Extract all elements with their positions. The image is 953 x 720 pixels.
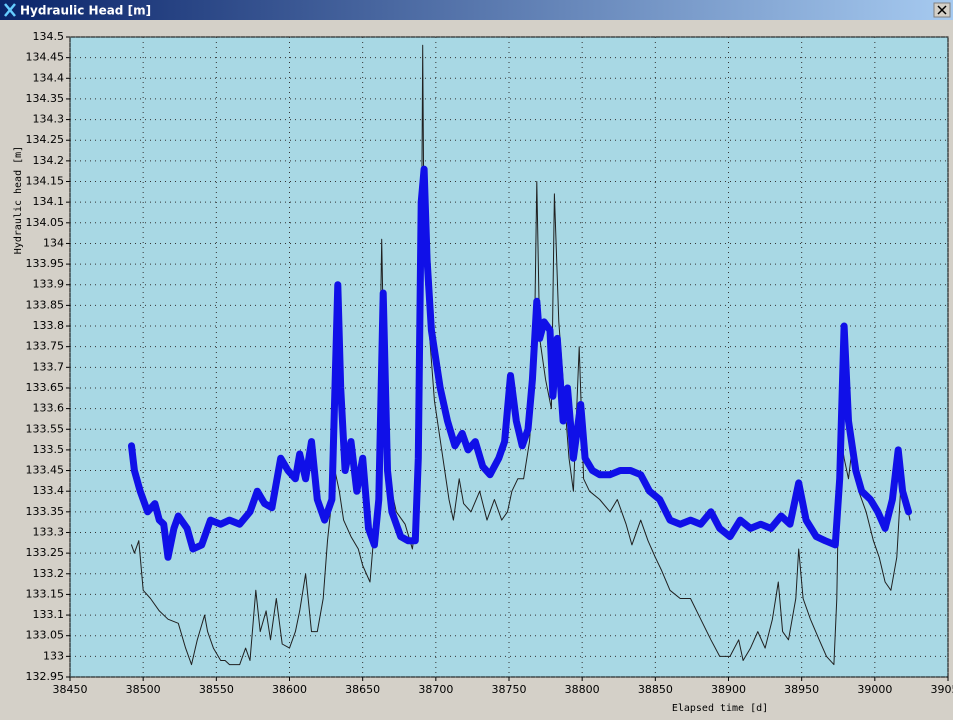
x-tick-label: 38550 (199, 683, 234, 696)
y-tick-label: 133 (43, 649, 64, 662)
y-tick-label: 134.25 (26, 133, 65, 146)
y-tick-label: 133.2 (33, 567, 65, 580)
x-tick-label: 38800 (565, 683, 600, 696)
y-tick-label: 133.8 (33, 319, 65, 332)
y-tick-label: 133.45 (26, 464, 65, 477)
y-tick-label: 133.85 (26, 298, 65, 311)
series-line (128, 165, 912, 561)
x-tick-label: 38650 (345, 683, 380, 696)
y-tick-label: 133.35 (26, 505, 65, 518)
y-tick-label: 134.5 (33, 30, 65, 43)
y-tick-label: 133.4 (33, 484, 65, 497)
x-tick-label: 38600 (272, 683, 307, 696)
x-tick-label: 38500 (126, 683, 161, 696)
y-tick-label: 133.7 (33, 360, 65, 373)
y-tick-label: 134.05 (26, 216, 65, 229)
x-tick-label: 39000 (857, 683, 892, 696)
y-tick-label: 134.35 (26, 92, 65, 105)
y-tick-label: 133.6 (33, 402, 65, 415)
y-tick-label: 133.3 (33, 525, 65, 538)
y-tick-label: 134.4 (33, 71, 65, 84)
x-tick-label: 39050 (931, 683, 953, 696)
x-tick-label: 38950 (784, 683, 819, 696)
y-tick-label: 133.55 (26, 422, 65, 435)
app-icon (4, 3, 16, 17)
y-tick-label: 133.25 (26, 546, 65, 559)
y-tick-label: 134.15 (26, 175, 65, 188)
x-tick-label: 38850 (638, 683, 673, 696)
title-bar (0, 0, 953, 20)
series-line (131, 44, 911, 666)
close-icon (937, 5, 947, 15)
x-tick-label: 38900 (711, 683, 746, 696)
window-title: Hydraulic Head [m] (20, 4, 151, 18)
y-tick-label: 134.3 (33, 113, 65, 126)
y-tick-label: 133.9 (33, 278, 65, 291)
y-tick-label: 133.05 (26, 629, 65, 642)
y-tick-label: 133.65 (26, 381, 65, 394)
y-tick-label: 134 (43, 236, 64, 249)
x-tick-label: 38700 (418, 683, 453, 696)
y-tick-label: 133.95 (26, 257, 65, 270)
y-tick-label: 134.2 (33, 154, 65, 167)
x-tick-label: 38750 (492, 683, 527, 696)
x-tick-label: 38450 (53, 683, 88, 696)
y-tick-label: 134.45 (26, 51, 65, 64)
x-axis-label: Elapsed time [d] (672, 703, 768, 714)
y-tick-label: 133.75 (26, 340, 65, 353)
y-tick-label: 133.15 (26, 587, 65, 600)
y-tick-label: 132.95 (26, 670, 65, 683)
y-tick-label: 133.1 (33, 608, 65, 621)
y-axis-label: Hydraulic head [m] (13, 146, 24, 254)
y-tick-label: 134.1 (33, 195, 65, 208)
y-tick-label: 133.5 (33, 443, 65, 456)
